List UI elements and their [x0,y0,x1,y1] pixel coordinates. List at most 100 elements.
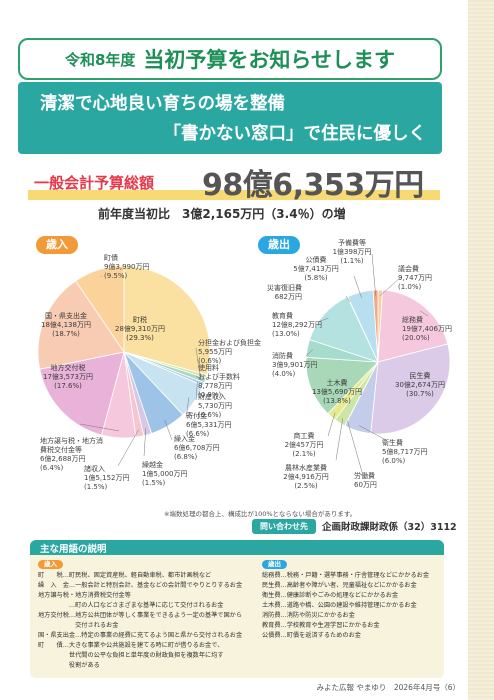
expenditure-label: 民生費 30億2,674万円(30.7%) [395,371,445,398]
rounding-footnote: ※端数処理の都合上、構成比が100%とならない場合があります。 [164,510,357,518]
headline-year: 令和8年度 [64,50,136,69]
expenditure-label-line: 災害復旧費 [267,283,302,292]
expenditure-leader-line [335,418,344,461]
revenue-label-line: (6.4%) [40,464,64,472]
slogan-box: 清潔で心地良い育ちの場を整備 「書かない窓口」で住民に優しく [18,82,442,154]
revenue-label-line: 繰入金 [174,434,195,443]
side-tab-strip [468,0,494,700]
revenue-label: 国・県支出金 18億4,138万円(18.7%) [41,311,91,338]
expenditure-label-line: 労働費 [354,471,375,480]
expenditure-label-line: 19億7,406万円 [402,324,452,333]
expenditure-label-line: 30億2,674万円 [395,380,445,389]
glossary-title: 主な用語の説明 [40,544,107,555]
revenue-slice [37,280,125,370]
revenue-label: 繰越金 1億5,000万円(1.5%) [142,460,188,487]
revenue-label-line: (1.5%) [142,479,166,487]
expenditure-label-line: (6.0%) [382,457,406,465]
expenditure-label-line: (20.0%) [402,334,430,342]
revenue-label-line: 国・県支出金 [45,311,87,320]
revenue-tag: 歳入 [36,236,78,254]
expenditure-label-line: 9,747万円 [398,274,432,282]
expenditure-slice [305,356,379,415]
headline-title: 当初予算をお知らせします [143,48,396,72]
glossary-expenditure-line: 消防費…消防や防災にかかるお金 [262,612,355,619]
revenue-label-line: (0.6%) [198,411,222,419]
contact-text: 企画財政課財政係（32）3112 [322,522,457,533]
expenditure-label: 災害復旧費 682万円 [267,283,302,301]
slogan-line-2: 「書かない窓口」で住民に優しく [163,124,427,144]
revenue-label-line: 5,730万円 [198,402,232,410]
glossary-revenue-lines: 町 税…町民税、固定資産税、軽自動車税、都市計画税など繰 入 金…一般会計と特別… [38,571,260,671]
revenue-label-line: 1億5,152万円 [84,473,130,482]
revenue-label-line: 分担金および負担金 [198,338,261,347]
expenditure-leader-line [347,420,363,473]
expenditure-label-line: 12億8,292万円 [272,320,322,329]
expenditure-label-line: 消防費 [272,351,293,360]
revenue-leader-line [79,423,120,432]
side-tab-pattern [468,0,494,700]
glossary-expenditure-line: 総務費…税務・戸籍・選挙事務・庁舎管理などにかかるお金 [262,572,430,579]
expenditure-label-line: (30.7%) [406,390,434,398]
expenditure-label: 議会費 9,747万円(1.0%) [398,264,432,291]
revenue-label-line: 寄付金 [186,411,207,420]
glossary-revenue-line: 交付されるお金 [38,622,119,629]
revenue-label: 財産収入 5,730万円(0.6%) [198,392,232,419]
revenue-leader-line [117,429,139,467]
glossary-revenue-line: 町 税…町民税、固定資産税、軽自動車税、都市計画税など [38,572,212,579]
revenue-slice [123,265,211,376]
revenue-label-line: (9.5%) [104,272,128,280]
expenditure-label-line: (13.8%) [323,397,351,405]
expenditure-label-line: 土木費 [327,378,348,387]
slogan-line-1: 清潔で心地良い育ちの場を整備 [40,94,285,114]
glossary-title-bar: 主な用語の説明 [30,540,444,555]
glossary-revenue-line: 町 債…大きな事業や公共施設を建てる時に町が借りるお金で、 [38,642,224,649]
expenditure-label-line: (13.0%) [272,330,300,338]
revenue-label: 寄付金 6億5,331万円(6.6%) [186,411,232,438]
expenditure-label-line: (4.0%) [272,370,296,378]
glossary-revenue: 歳入 町 税…町民税、固定資産税、軽自動車税、都市計画税など繰 入 金…一般会計… [38,560,260,671]
revenue-label-line: 繰越金 [142,460,163,469]
glossary-expenditure-line: 教育費…学校教育や生涯学習にかかるお金 [262,622,380,629]
revenue-label-line: 18億4,138万円 [41,320,91,329]
revenue-label-line: 町債 [104,253,118,262]
expenditure-label-line: 商工費 [294,431,315,440]
expenditure-label-line: 公債費 [306,255,327,264]
revenue-label: 使用料および手数料 8,778万円(0.9%) [198,363,240,399]
expenditure-label-line: (1.1%) [340,257,364,265]
revenue-label-line: 地方交付税 [51,363,86,372]
revenue-label: 繰入金 6億6,708万円(6.8%) [174,434,220,461]
expenditure-label-line: (2.5%) [294,482,318,490]
expenditure-slice [377,289,449,363]
budget-pie-charts: 町税 28億9,310万円(29.3%)分担金および負担金 5,955万円(0.6%… [37,238,452,491]
expenditure-label-line: (5.8%) [304,274,328,282]
page-footer: みよた広報 やまゆり 2026年4月号（6） [316,683,460,692]
revenue-label-line: (18.7%) [52,330,80,338]
glossary-expenditure-line: 衛生費…健康診断やごみの処理などにかかるお金 [262,592,399,599]
expenditure-label-line: 民生費 [410,371,431,380]
expenditure-label-line: 議会費 [398,264,419,273]
glossary-revenue-head: 歳入 [38,560,63,569]
glossary-expenditure-head: 歳出 [262,560,287,569]
revenue-label: 町税 28億9,310万円(29.3%) [115,315,165,342]
glossary-revenue-line: 役割がある [38,662,100,669]
expenditure-label: 総務費 19億7,406万円(20.0%) [402,315,452,342]
revenue-leader-line [195,375,199,379]
expenditure-label-line: 予備費等 [338,238,366,247]
expenditure-leader-line [327,412,336,437]
revenue-label: 町債 9億3,990万円(9.5%) [104,253,150,280]
revenue-leader-line [195,347,201,375]
expenditure-leader-line [379,275,403,296]
expenditure-leader-line [420,310,429,317]
expenditure-leader-line [353,275,362,298]
revenue-label-line: (0.6%) [198,357,222,365]
expenditure-label: 土木費 13億5,690万円(13.8%) [312,378,362,405]
glossary-expenditure-line: 民生費…高齢者や障がい者、児童福祉などにかかるお金 [262,582,417,589]
revenue-slice [75,265,125,354]
revenue-leader-line [143,428,147,457]
revenue-label-line: 5,955万円 [198,348,232,356]
expenditure-label: 商工費 2億457万円(2.1%) [285,431,324,458]
expenditure-slice [370,343,451,435]
revenue-label-line: 地方譲与税・地方消 [40,436,103,445]
revenue-label-line: 諸収入 [84,464,105,473]
revenue-label-line: 使用料 [198,363,219,372]
